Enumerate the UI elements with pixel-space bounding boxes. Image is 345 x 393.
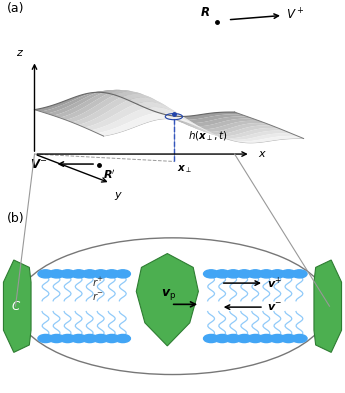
Polygon shape	[34, 91, 241, 120]
Text: $V^+$: $V^+$	[286, 8, 305, 23]
Circle shape	[281, 270, 296, 278]
Circle shape	[248, 270, 263, 278]
Circle shape	[237, 270, 252, 278]
Text: (b): (b)	[7, 212, 24, 225]
Text: $z$: $z$	[16, 48, 24, 58]
Circle shape	[248, 334, 263, 343]
Text: $\boldsymbol{v}^{-}$: $\boldsymbol{v}^{-}$	[267, 301, 282, 313]
Polygon shape	[91, 107, 297, 141]
Circle shape	[115, 334, 130, 343]
Polygon shape	[3, 260, 31, 353]
Text: $r^{-}$: $r^{-}$	[92, 292, 105, 303]
Circle shape	[281, 334, 296, 343]
Circle shape	[60, 270, 75, 278]
Text: $C$: $C$	[11, 300, 22, 313]
Text: $x$: $x$	[257, 149, 266, 159]
Ellipse shape	[16, 238, 329, 375]
Polygon shape	[66, 92, 272, 134]
Circle shape	[226, 270, 241, 278]
Circle shape	[259, 334, 274, 343]
Text: $h(\boldsymbol{x}_{\perp},t)$: $h(\boldsymbol{x}_{\perp},t)$	[188, 129, 228, 143]
Circle shape	[38, 334, 53, 343]
Text: $\boldsymbol{v}^{+}$: $\boldsymbol{v}^{+}$	[267, 275, 282, 291]
Circle shape	[104, 334, 119, 343]
Circle shape	[204, 270, 219, 278]
Circle shape	[38, 270, 53, 278]
Circle shape	[215, 270, 230, 278]
Circle shape	[93, 334, 108, 343]
Circle shape	[60, 334, 75, 343]
Circle shape	[49, 334, 64, 343]
Text: (a): (a)	[7, 2, 24, 15]
Circle shape	[226, 334, 241, 343]
Circle shape	[49, 270, 64, 278]
Text: $\boldsymbol{R}$: $\boldsymbol{R}$	[200, 6, 210, 19]
Polygon shape	[47, 90, 254, 126]
Circle shape	[237, 334, 252, 343]
Polygon shape	[78, 97, 285, 138]
Circle shape	[82, 270, 97, 278]
Polygon shape	[41, 90, 247, 123]
Polygon shape	[72, 94, 278, 136]
Circle shape	[270, 270, 285, 278]
Text: $\boldsymbol{R}'$: $\boldsymbol{R}'$	[103, 169, 116, 182]
Circle shape	[259, 270, 274, 278]
Polygon shape	[136, 253, 198, 346]
Polygon shape	[85, 102, 291, 140]
Text: $y$: $y$	[114, 190, 123, 202]
Polygon shape	[53, 90, 260, 129]
Circle shape	[93, 270, 108, 278]
Circle shape	[292, 334, 307, 343]
Circle shape	[71, 270, 86, 278]
Polygon shape	[314, 260, 342, 353]
Circle shape	[82, 334, 97, 343]
Text: $\boldsymbol{V}^{-}$: $\boldsymbol{V}^{-}$	[30, 158, 48, 171]
Polygon shape	[60, 90, 266, 132]
Polygon shape	[97, 113, 304, 143]
Circle shape	[292, 270, 307, 278]
Circle shape	[204, 334, 219, 343]
Circle shape	[215, 334, 230, 343]
Circle shape	[270, 334, 285, 343]
Circle shape	[115, 270, 130, 278]
Text: $\boldsymbol{v}_{\mathrm{p}}$: $\boldsymbol{v}_{\mathrm{p}}$	[161, 286, 177, 302]
Text: $\boldsymbol{x}_{\perp}$: $\boldsymbol{x}_{\perp}$	[177, 163, 193, 175]
Text: $r^{+}$: $r^{+}$	[92, 275, 105, 289]
Circle shape	[71, 334, 86, 343]
Circle shape	[104, 270, 119, 278]
